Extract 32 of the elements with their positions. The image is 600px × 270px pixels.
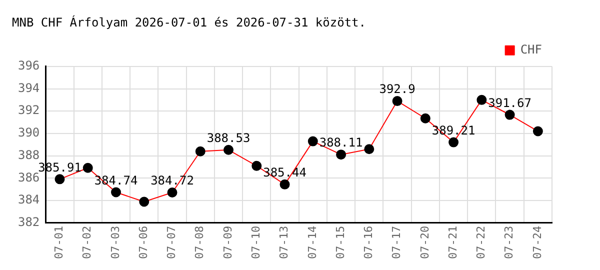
x-tick-label: 07-06 [136, 226, 150, 260]
x-tick-label: 07-13 [278, 226, 291, 260]
data-label: 388.53 [206, 131, 250, 146]
x-tick-label: 07-17 [390, 226, 404, 260]
x-tick-label: 07-02 [80, 226, 94, 260]
x-tick-label: 07-14 [306, 226, 319, 260]
x-tick-label: 07-03 [108, 226, 122, 260]
y-tick-label: 384 [18, 192, 40, 207]
y-tick-label: 396 [18, 58, 40, 73]
x-tick-label: 07-09 [221, 226, 234, 260]
y-tick-label: 388 [18, 148, 40, 162]
data-label: 391.67 [488, 96, 532, 110]
data-label: 388.11 [319, 136, 363, 150]
y-tick-label: 392 [18, 103, 40, 118]
x-tick-label: 07-22 [474, 226, 488, 260]
x-tick-label: 07-21 [446, 226, 460, 260]
x-tick-label: 07-10 [250, 226, 262, 260]
x-tick-label: 07-20 [418, 226, 432, 260]
x-tick-label: 07-15 [334, 226, 347, 260]
x-tick-label: 07-23 [502, 226, 516, 260]
legend-label: CHF [520, 42, 542, 57]
y-tick-label: 390 [18, 126, 40, 140]
y-tick-label: 394 [18, 80, 40, 95]
x-tick-label: 07-01 [52, 226, 66, 260]
x-tick-label: 07-16 [362, 226, 376, 260]
y-tick-label: 382 [18, 215, 40, 230]
x-tick-label: 07-08 [193, 226, 206, 260]
x-tick-label: 07-07 [165, 226, 178, 260]
y-tick-label: 386 [18, 170, 40, 184]
data-label: 392.9 [379, 82, 416, 96]
chart-title: MNB CHF Árfolyam 2026-07-01 és 2026-07-31 között. [12, 14, 366, 30]
x-tick-label: 07-24 [530, 226, 544, 260]
